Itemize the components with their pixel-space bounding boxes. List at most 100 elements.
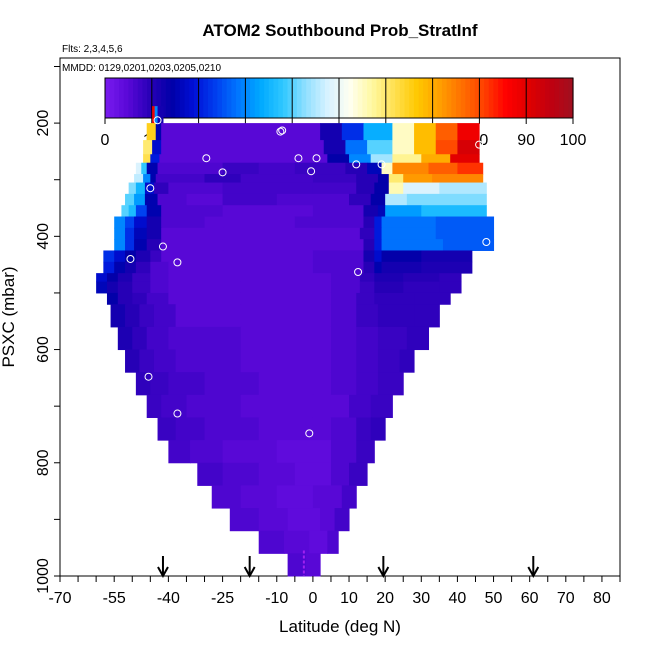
heatmap-cell xyxy=(381,227,437,240)
heatmap-cell xyxy=(153,304,177,328)
heatmap-cell xyxy=(349,154,372,164)
heatmap-cell xyxy=(135,182,146,195)
heatmap-cell xyxy=(320,508,336,532)
colorbar-swatch xyxy=(423,78,429,118)
colorbar-swatch xyxy=(105,78,111,118)
sample-point xyxy=(81,267,90,276)
heatmap-cell xyxy=(276,440,332,464)
heatmap-cell xyxy=(374,216,383,229)
x-tick-label: 10 xyxy=(340,590,358,607)
colorbar-swatch xyxy=(142,78,148,118)
sample-point xyxy=(153,116,162,125)
colorbar-swatch xyxy=(109,78,115,118)
sample-point xyxy=(377,160,386,169)
heatmap-cell xyxy=(385,205,422,218)
heatmap-cell xyxy=(457,162,484,175)
x-tick-label: -25 xyxy=(211,590,234,607)
colorbar-swatch xyxy=(441,78,448,118)
heatmap-cell xyxy=(374,292,415,305)
heatmap-cell xyxy=(349,462,368,486)
heatmap-cell xyxy=(103,250,115,263)
heatmap-cell xyxy=(287,508,321,532)
heatmap-cell xyxy=(134,216,148,229)
y-tick-label: 200 xyxy=(35,110,52,137)
colorbar-swatch xyxy=(484,78,490,118)
colorbar-swatch xyxy=(156,78,162,118)
y-tick-label: 600 xyxy=(35,336,52,363)
heatmap-cell xyxy=(168,440,191,464)
heatmap-cell xyxy=(421,250,473,263)
colorbar-swatch xyxy=(123,78,129,118)
heatmap-cell xyxy=(222,227,314,240)
colorbar-swatch xyxy=(427,78,434,118)
y-tick-label: 1000 xyxy=(35,558,52,594)
latitude-arrow-head xyxy=(243,566,256,579)
heatmap-cell xyxy=(161,123,321,141)
heatmap-cell xyxy=(406,326,430,351)
colorbar-swatch xyxy=(395,78,401,118)
heatmap-cell xyxy=(139,304,155,328)
heatmap-cell xyxy=(190,440,224,464)
colorbar-swatch xyxy=(409,78,415,118)
latitude-arrows xyxy=(157,556,540,579)
heatmap-cell xyxy=(377,349,401,373)
x-tick-label: 0 xyxy=(308,590,317,607)
heatmap-cell xyxy=(377,372,404,396)
heatmap-cell xyxy=(114,227,126,240)
heatmap-cell xyxy=(330,349,357,373)
heatmap-cell xyxy=(374,273,404,283)
heatmap-cell xyxy=(258,162,296,175)
heatmap-cell xyxy=(312,182,357,195)
colorbar-swatch xyxy=(306,78,312,118)
heatmap-cell xyxy=(312,174,357,184)
colorbar-swatch xyxy=(203,78,209,118)
heatmap-cell xyxy=(284,530,310,554)
heatmap-cell xyxy=(399,349,415,373)
heatmap-cell xyxy=(168,372,206,396)
heatmap-cell xyxy=(240,326,332,351)
heatmap-cell xyxy=(135,261,151,274)
colorbar-swatch xyxy=(217,78,223,118)
heatmap-cell xyxy=(356,174,379,184)
heatmap-cell xyxy=(154,106,159,124)
heatmap-cell xyxy=(146,239,162,251)
heatmap-cell xyxy=(403,182,440,195)
heatmap-cell xyxy=(175,304,242,328)
colorbar-swatch xyxy=(137,78,144,118)
heatmap-cell xyxy=(370,193,386,206)
heatmap-cell xyxy=(345,140,368,155)
colorbar-swatch xyxy=(470,78,476,118)
colorbar-swatch xyxy=(212,78,218,118)
heatmap-cell xyxy=(403,174,433,184)
heatmap-cell xyxy=(135,162,142,175)
x-tick-label: 30 xyxy=(412,590,430,607)
heatmap-cell xyxy=(312,485,343,509)
latitude-arrow-head xyxy=(527,566,540,579)
heatmap-cell xyxy=(150,281,169,294)
heatmap-cell xyxy=(374,281,404,294)
heatmap-cell xyxy=(117,326,133,351)
heatmap-cell xyxy=(117,273,133,283)
heatmap-cell xyxy=(146,123,157,141)
colorbar-swatch xyxy=(278,78,284,118)
heatmap-cell xyxy=(161,227,224,240)
heatmap-cell xyxy=(117,281,133,294)
colorbar-swatch xyxy=(432,78,438,118)
heatmap-cell xyxy=(374,250,383,263)
sample-point xyxy=(173,258,182,267)
heatmap-cell xyxy=(312,250,364,263)
y-tick-label: 400 xyxy=(35,223,52,250)
heatmap-cell xyxy=(374,261,383,274)
heatmap-cell xyxy=(320,123,343,141)
colorbar-swatch xyxy=(385,78,392,118)
heatmap-cell xyxy=(240,485,278,509)
colorbar-swatch xyxy=(399,78,406,118)
heatmap-cell xyxy=(323,140,346,155)
heatmap-cell xyxy=(457,123,480,141)
colorbar-swatch xyxy=(161,78,167,118)
heatmap-cell xyxy=(186,394,242,418)
heatmap-cell xyxy=(114,216,126,229)
colorbar-swatch xyxy=(371,78,378,118)
sample-point xyxy=(294,154,303,163)
colorbar-swatch xyxy=(268,78,275,118)
